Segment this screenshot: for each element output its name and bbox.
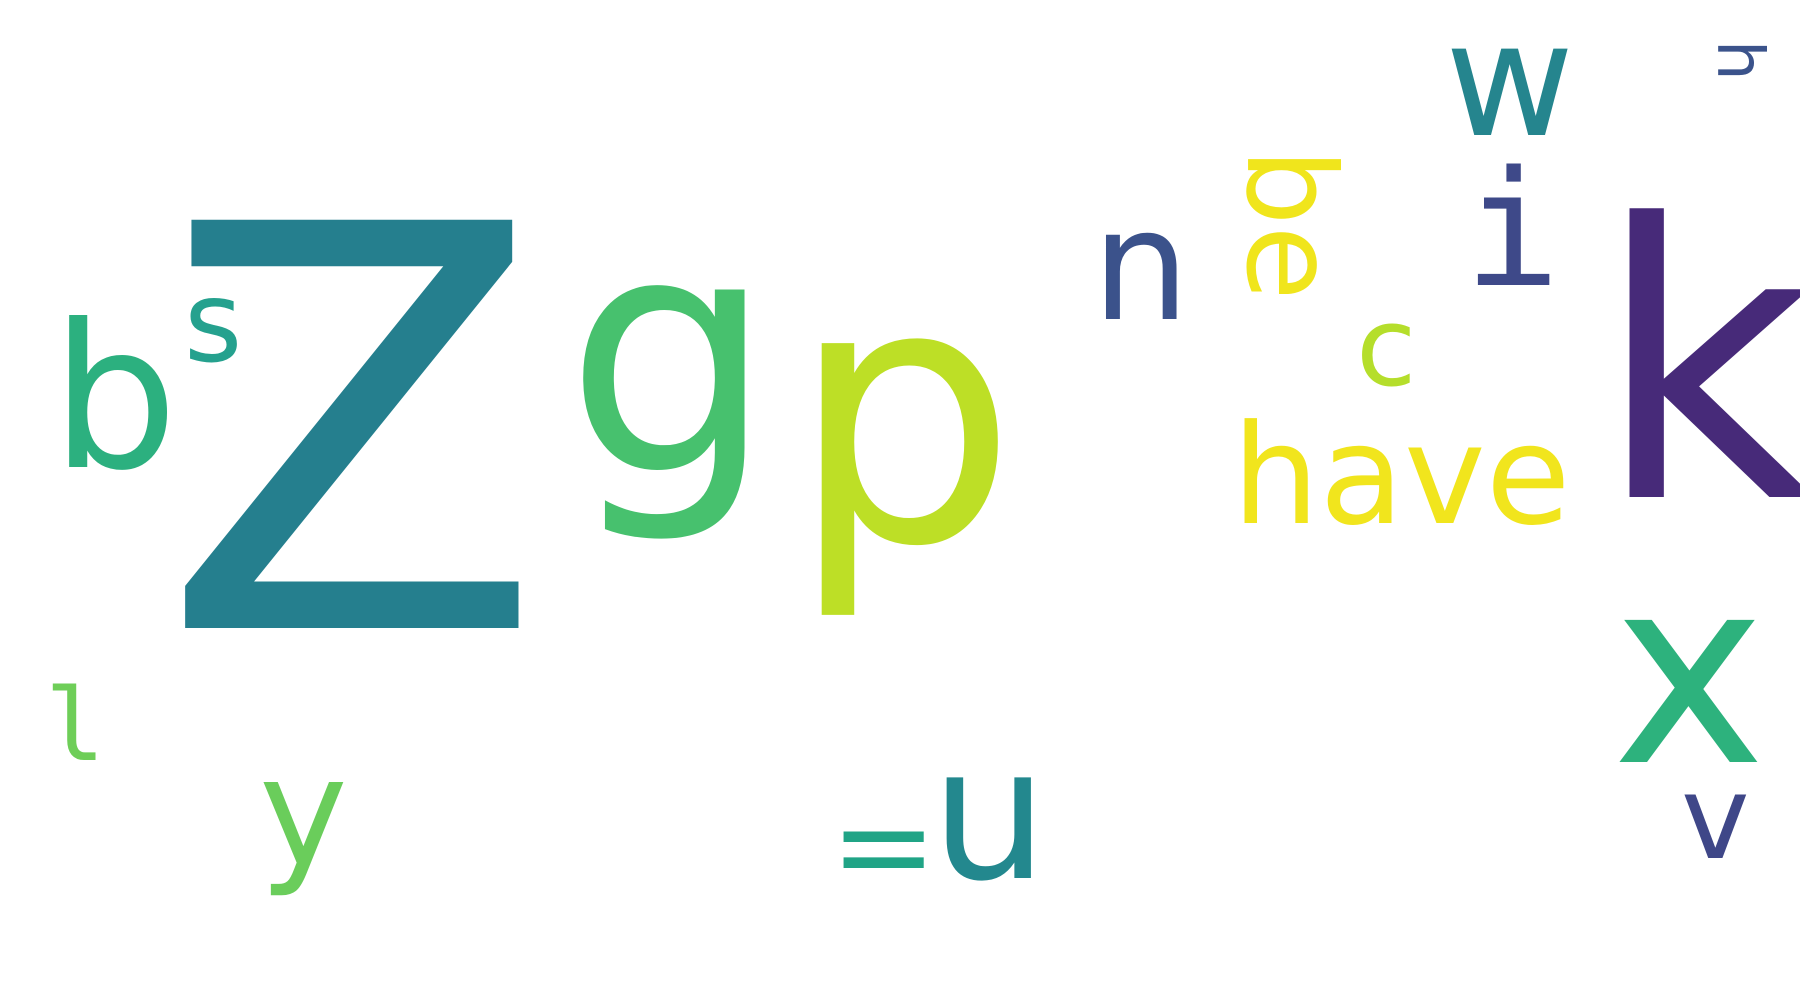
word-k: k bbox=[1595, 144, 1800, 587]
word-y: y bbox=[259, 726, 348, 900]
word-s: s bbox=[184, 258, 242, 388]
word-l: l bbox=[45, 667, 105, 784]
word-b: b bbox=[51, 282, 178, 515]
word-z: Z bbox=[160, 109, 544, 761]
word-p: p bbox=[789, 206, 1018, 625]
word-x: x bbox=[1612, 522, 1766, 824]
word-c: c bbox=[1356, 283, 1416, 411]
word-v: v bbox=[1681, 751, 1750, 886]
word-w: w bbox=[1445, 0, 1574, 173]
word-be: be bbox=[1219, 148, 1361, 301]
word-equals: = bbox=[830, 772, 937, 921]
word-have: have bbox=[1232, 395, 1571, 556]
word-h: h bbox=[1702, 40, 1776, 81]
word-i: i bbox=[1464, 136, 1560, 323]
word-n: n bbox=[1092, 177, 1190, 356]
word-g: g bbox=[565, 164, 774, 548]
word-u: u bbox=[931, 708, 1048, 922]
